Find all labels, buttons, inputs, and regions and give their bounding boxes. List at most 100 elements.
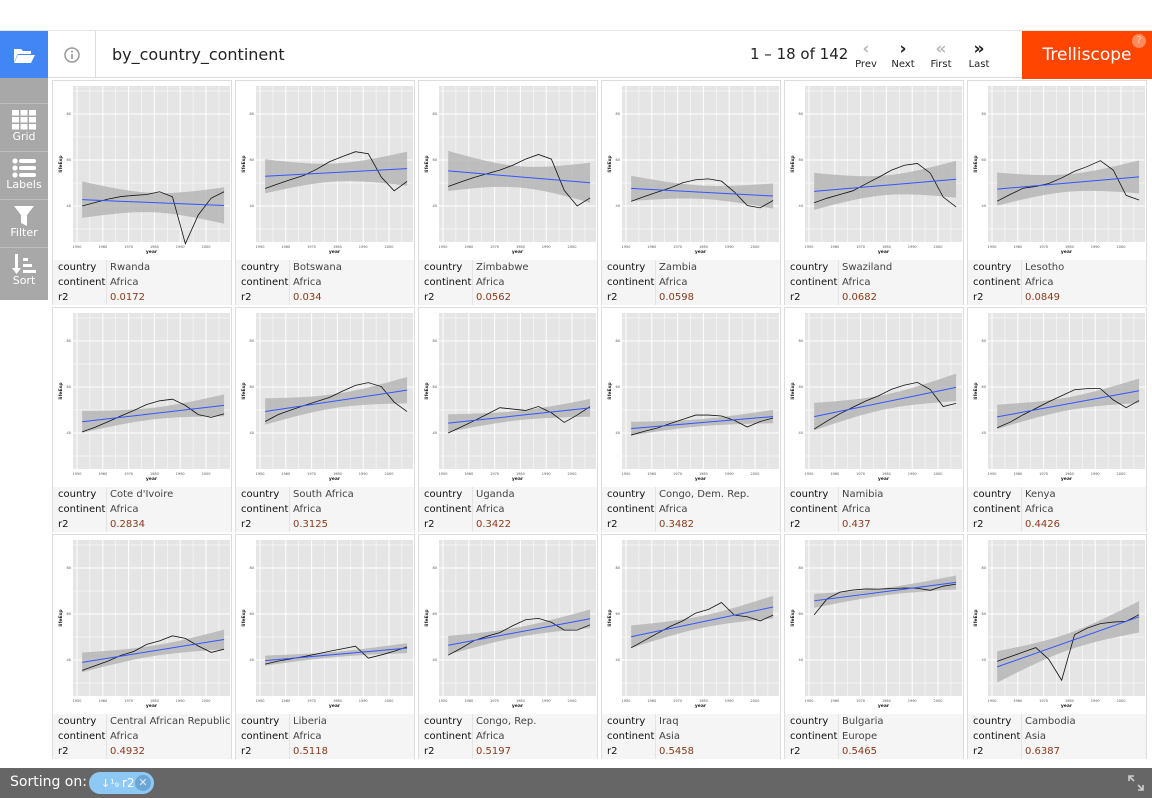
panel[interactable]: 1950 1960 1970 1980 1990 2000 40 60 80 year lifeEx… — [235, 80, 415, 305]
label-key: country — [973, 262, 1012, 273]
panel[interactable]: 1950 1960 1970 1980 1990 2000 40 60 80 year lifeEx… — [967, 80, 1147, 305]
label-key: continent — [241, 731, 289, 742]
panel[interactable]: 1950 1960 1970 1980 1990 2000 40 60 80 year lifeEx… — [784, 80, 964, 305]
fit-line — [448, 618, 591, 646]
label-row-r2: r2 0.2834 — [53, 517, 231, 532]
x-tick-label: 1970 — [673, 472, 682, 476]
sidebar-label: Labels — [6, 178, 42, 191]
y-tick-label: 80 — [67, 339, 71, 343]
label-key: r2 — [607, 746, 618, 757]
y-tick-label: 80 — [982, 566, 986, 570]
sidebar-item-grid[interactable]: Grid — [0, 103, 48, 151]
label-key: continent — [790, 277, 838, 288]
sidebar-item-labels[interactable]: Labels — [0, 151, 48, 199]
label-row-country: country Swaziland — [785, 260, 963, 275]
chevron-left-icon: ‹ — [862, 39, 870, 59]
x-axis-label: year — [512, 249, 524, 255]
sidebar-item-filter[interactable]: Filter — [0, 199, 48, 247]
label-value-country: South Africa — [289, 487, 354, 502]
label-row-r2: r2 0.0562 — [419, 290, 597, 305]
prev-button[interactable]: ‹ Prev — [846, 39, 886, 70]
panel[interactable]: 1950 1960 1970 1980 1990 2000 40 60 80 year lifeEx… — [967, 307, 1147, 532]
lifeexp-line — [813, 583, 957, 616]
lifeexp-line — [631, 178, 774, 209]
label-key: r2 — [58, 519, 69, 530]
remove-sort-icon[interactable]: ✕ — [135, 775, 151, 791]
label-value-r2: 0.4932 — [106, 744, 145, 759]
label-value-country: Namibia — [838, 487, 883, 502]
x-tick-label: 1990 — [176, 472, 185, 476]
x-tick-label: 1950 — [439, 472, 448, 476]
label-value-continent: Africa — [655, 502, 688, 517]
panel[interactable]: 1950 1960 1970 1980 1990 2000 40 60 80 year lifeEx… — [784, 534, 964, 759]
x-tick-label: 1980 — [882, 699, 891, 703]
x-tick-label: 1950 — [622, 472, 631, 476]
panel[interactable]: 1950 1960 1970 1980 1990 2000 40 60 80 year lifeEx… — [52, 534, 232, 759]
label-value-r2: 0.0172 — [106, 290, 145, 305]
label-value-country: Zambia — [655, 260, 697, 275]
x-axis-label: year — [146, 249, 158, 255]
panel-labels: country Zimbabwe continent Africa r2 0.0562 — [419, 260, 597, 305]
label-value-r2: 0.0598 — [655, 290, 694, 305]
panel[interactable]: 1950 1960 1970 1980 1990 2000 40 60 80 year lifeEx… — [418, 80, 598, 305]
x-tick-label: 1990 — [908, 245, 917, 249]
label-key: r2 — [58, 292, 69, 303]
next-button[interactable]: › Next — [883, 39, 923, 70]
sidebar-label: Sort — [12, 274, 36, 287]
panel[interactable]: 1950 1960 1970 1980 1990 2000 40 60 80 year lifeEx… — [235, 534, 415, 759]
list-icon — [12, 158, 36, 178]
x-tick-label: 1990 — [359, 472, 368, 476]
y-tick-label: 40 — [616, 431, 620, 435]
x-tick-label: 1990 — [359, 699, 368, 703]
fullscreen-icon[interactable] — [1128, 775, 1144, 791]
panel[interactable]: 1950 1960 1970 1980 1990 2000 40 60 80 year lifeEx… — [418, 307, 598, 532]
open-displays-button[interactable] — [0, 31, 48, 79]
x-tick-label: 1960 — [830, 699, 839, 703]
y-tick-label: 60 — [433, 158, 437, 162]
last-button[interactable]: » Last — [959, 39, 999, 70]
y-tick-label: 60 — [250, 158, 254, 162]
y-axis-label: lifeExp — [58, 382, 64, 400]
plot-background — [73, 540, 230, 696]
y-tick-label: 80 — [250, 339, 254, 343]
panel[interactable]: 1950 1960 1970 1980 1990 2000 40 60 80 year lifeEx… — [235, 307, 415, 532]
x-tick-label: 1950 — [256, 699, 265, 703]
trelliscope-brand[interactable]: Trelliscope? — [1022, 31, 1152, 79]
panel[interactable]: 1950 1960 1970 1980 1990 2000 40 60 80 year lifeEx… — [967, 534, 1147, 759]
help-icon[interactable]: ? — [1132, 34, 1146, 48]
lifeexp-line — [630, 602, 774, 649]
plot-background — [439, 313, 596, 469]
panel[interactable]: 1950 1960 1970 1980 1990 2000 40 60 80 year lifeEx… — [601, 534, 781, 759]
y-tick-label: 80 — [616, 112, 620, 116]
lifeexp-line — [997, 614, 1140, 682]
label-key: continent — [973, 731, 1021, 742]
x-tick-label: 2000 — [202, 699, 211, 703]
panel-plot: 1950 1960 1970 1980 1990 2000 40 60 80 year lifeEx… — [58, 313, 230, 482]
panel-labels: country Iraq continent Asia r2 0.5458 — [602, 714, 780, 759]
panel[interactable]: 1950 1960 1970 1980 1990 2000 40 60 80 year lifeEx… — [418, 534, 598, 759]
panel[interactable]: 1950 1960 1970 1980 1990 2000 40 60 80 year lifeEx… — [52, 307, 232, 532]
label-row-continent: continent Africa — [236, 502, 414, 517]
x-tick-label: 1950 — [439, 245, 448, 249]
panel[interactable]: 1950 1960 1970 1980 1990 2000 40 60 80 year lifeEx… — [601, 80, 781, 305]
label-key: r2 — [241, 292, 252, 303]
y-axis-label: lifeExp — [424, 609, 430, 627]
label-value-r2: 0.3422 — [472, 517, 511, 532]
label-value-continent: Europe — [838, 729, 877, 744]
sort-ascending-icon: ↓¹₉ — [101, 776, 120, 790]
y-axis-label: lifeExp — [790, 609, 796, 627]
label-value-continent: Asia — [655, 729, 680, 744]
lifeexp-line — [82, 635, 225, 671]
first-button[interactable]: «First — [921, 39, 961, 70]
display-title: by_country_continent — [112, 45, 285, 64]
label-row-r2: r2 0.5118 — [236, 744, 414, 759]
panel[interactable]: 1950 1960 1970 1980 1990 2000 40 60 80 year lifeEx… — [601, 307, 781, 532]
sort-pill-r2[interactable]: ↓¹₉ r2 ✕ — [89, 772, 154, 794]
sidebar-item-sort[interactable]: Sort — [0, 247, 48, 295]
label-value-country: Lesotho — [1021, 260, 1064, 275]
panel[interactable]: 1950 1960 1970 1980 1990 2000 40 60 80 year lifeEx… — [784, 307, 964, 532]
y-tick-label: 40 — [67, 204, 71, 208]
panel[interactable]: 1950 1960 1970 1980 1990 2000 40 60 80 year lifeEx… — [52, 80, 232, 305]
x-tick-label: 1960 — [830, 472, 839, 476]
info-button[interactable] — [48, 31, 96, 78]
